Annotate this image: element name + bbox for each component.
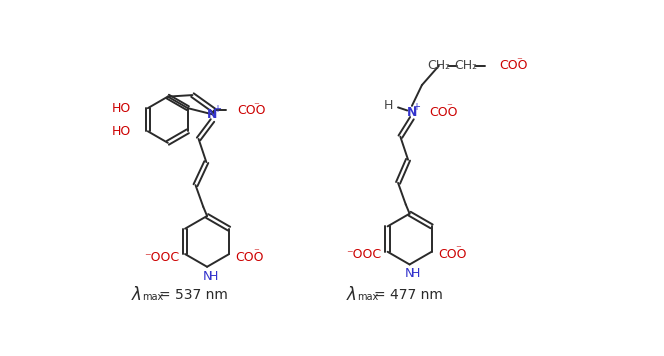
Text: max: max [357,292,378,302]
Text: ⁻: ⁻ [456,245,461,255]
Text: COO: COO [438,248,466,261]
Text: N: N [207,108,218,121]
Text: H: H [384,99,394,112]
Text: +: + [412,101,420,112]
Text: CH₂: CH₂ [454,59,477,72]
Text: N: N [405,267,414,280]
Text: HO: HO [112,125,131,138]
Text: COO: COO [429,105,457,119]
Text: max: max [141,292,163,302]
Text: COO: COO [499,59,527,72]
Text: $\lambda$: $\lambda$ [131,286,141,304]
Text: $\lambda$: $\lambda$ [347,286,357,304]
Text: ⁻: ⁻ [254,101,260,111]
Text: H: H [411,267,420,280]
Text: ⁻: ⁻ [516,56,522,66]
Text: H: H [208,269,218,283]
Text: N: N [407,105,417,119]
Text: ⁻OOC: ⁻OOC [347,248,381,261]
Text: COO: COO [235,251,264,264]
Text: ⁻: ⁻ [253,247,259,257]
Text: N: N [203,269,212,283]
Text: COO: COO [237,104,266,117]
Text: ⁻OOC: ⁻OOC [144,251,179,264]
Text: HO: HO [112,102,131,115]
Text: CH₂: CH₂ [428,59,450,72]
Text: ⁻: ⁻ [446,103,452,112]
Text: = 537 nm: = 537 nm [159,288,228,302]
Text: = 477 nm: = 477 nm [374,288,443,302]
Text: +: + [213,104,221,114]
